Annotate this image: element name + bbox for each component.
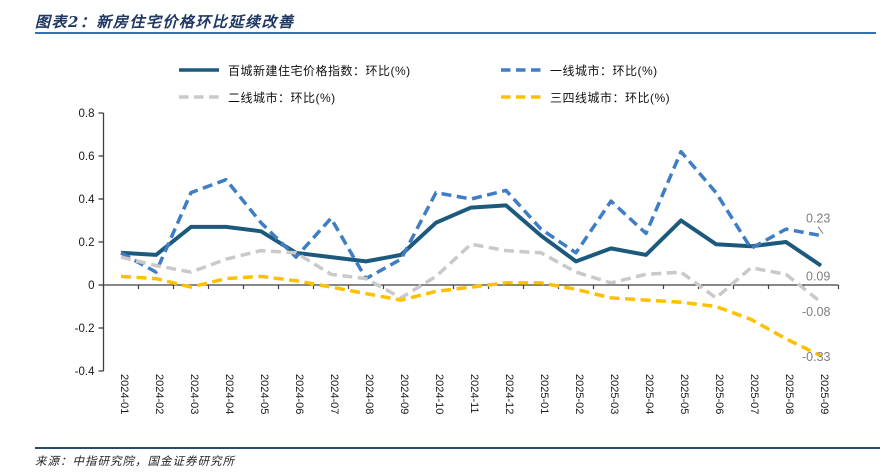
x-tick-label: 2025-01 <box>538 374 550 414</box>
legend-marker-icon <box>501 95 541 99</box>
x-tick-label: 2024-09 <box>398 374 410 414</box>
series-line-3 <box>120 274 822 358</box>
line-chart: 0.8 0.6 0.4 0.2 0 -0.2 -0.4 2024-01 2024-02 2024-… <box>75 108 840 414</box>
page-title: 图表2：新房住宅价格环比延续改善 <box>35 13 295 31</box>
y-tick-label: 0.2 <box>79 237 95 249</box>
chart-canvas: 0.8 0.6 0.4 0.2 0 -0.2 -0.4 2024-01 2024-02 2024-… <box>75 108 840 414</box>
x-tick-label: 2025-03 <box>608 374 620 414</box>
legend-marker-icon <box>179 95 219 99</box>
x-tick-label: 2024-03 <box>188 374 200 414</box>
y-tick-label: 0.8 <box>79 108 95 120</box>
x-tick-label: 2024-01 <box>118 374 130 414</box>
legend-marker-icon <box>179 68 219 72</box>
data-label-1: 0.09 <box>806 270 830 284</box>
x-tick-label: 2024-06 <box>293 374 305 414</box>
legend-item-2: 二线城市：环比(%) <box>178 90 336 105</box>
x-tick-label: 2025-04 <box>643 374 655 414</box>
series-line-2 <box>120 242 823 304</box>
source-note: 来源：中指研究院，国金证券研究所 <box>35 454 235 468</box>
y-tick-label: 0.4 <box>79 194 96 206</box>
x-tick-label: 2025-05 <box>678 374 690 414</box>
data-label-3: -0.33 <box>802 350 831 364</box>
x-tick-label: 2024-02 <box>153 374 165 414</box>
legend-label: 三四线城市：环比(%) <box>550 90 671 105</box>
legend-label: 二线城市：环比(%) <box>228 90 336 105</box>
x-tick-label: 2025-08 <box>783 374 795 414</box>
x-tick-label: 2024-05 <box>258 374 270 414</box>
legend-item-0: 百城新建住宅价格指数：环比(%) <box>178 63 411 78</box>
legend-label: 一线城市：环比(%) <box>550 63 658 78</box>
title-underline <box>35 32 876 34</box>
legend-item-1: 一线城市：环比(%) <box>500 63 658 78</box>
x-tick-label: 2024-11 <box>468 374 480 414</box>
data-label-0: 0.23 <box>806 212 830 226</box>
x-tick-label: 2024-04 <box>223 374 235 414</box>
x-tick-label: 2024-12 <box>503 374 515 414</box>
y-tick-label: 0 <box>88 280 94 292</box>
x-tick-label: 2025-09 <box>818 374 830 414</box>
x-tick-label: 2025-06 <box>713 374 725 414</box>
annotation-leader-line <box>817 226 824 234</box>
footer-divider <box>35 447 880 449</box>
y-tick-label: -0.2 <box>75 323 95 335</box>
x-tick-label: 2024-10 <box>433 374 445 414</box>
series-line-1 <box>120 149 822 281</box>
x-tick-label: 2024-08 <box>363 374 375 414</box>
legend-label: 百城新建住宅价格指数：环比(%) <box>228 63 411 78</box>
y-tick-label: 0.6 <box>79 151 95 163</box>
x-tick-label: 2025-07 <box>748 374 760 414</box>
series-line-0 <box>120 203 823 268</box>
legend-marker-icon <box>501 68 541 72</box>
y-tick-label: -0.4 <box>75 366 95 378</box>
x-tick-label: 2024-07 <box>328 374 340 414</box>
legend-item-3: 三四线城市：环比(%) <box>500 90 671 105</box>
x-tick-label: 2025-02 <box>573 374 585 414</box>
data-label-2: -0.08 <box>802 305 831 319</box>
